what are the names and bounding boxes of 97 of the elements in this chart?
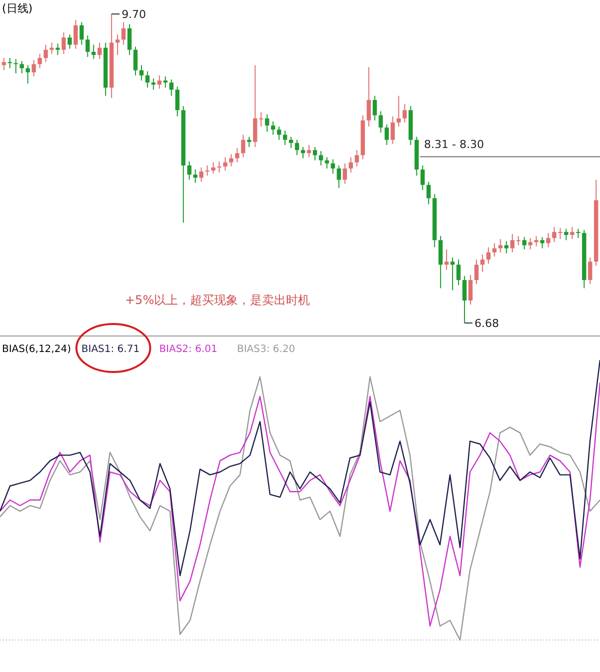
candlestick xyxy=(241,134,246,158)
candlestick xyxy=(199,166,204,182)
candlestick xyxy=(324,156,330,169)
candlestick xyxy=(175,86,180,117)
candlestick xyxy=(235,148,240,163)
candlestick xyxy=(163,76,168,88)
candlestick xyxy=(8,57,12,69)
candlestick xyxy=(247,136,252,148)
candlestick xyxy=(211,162,216,174)
annotation: +5%以上，超买现象，是卖出时机 xyxy=(125,293,310,307)
candlestick xyxy=(522,236,526,250)
candlestick xyxy=(276,126,282,140)
candlestick xyxy=(151,78,156,90)
candlestick xyxy=(133,46,138,76)
candlestick xyxy=(205,164,210,176)
candlestick xyxy=(456,259,461,286)
text: BIAS2: 6.01 xyxy=(159,344,218,355)
candlestick xyxy=(396,95,401,128)
candlestick xyxy=(588,257,592,285)
candlestick xyxy=(336,164,341,188)
candlestick xyxy=(534,236,538,247)
candlestick xyxy=(115,34,120,56)
candlestick xyxy=(270,120,276,136)
candlestick xyxy=(92,44,96,60)
candlestick xyxy=(68,34,72,50)
candlestick xyxy=(56,43,60,56)
candlestick xyxy=(62,32,66,54)
candlestick xyxy=(223,156,228,172)
candlestick xyxy=(570,226,574,240)
candlestick xyxy=(486,246,491,264)
candlestick xyxy=(306,144,312,158)
candlestick xyxy=(528,238,532,250)
candlestick xyxy=(420,164,425,190)
candlestick xyxy=(187,160,192,180)
candlestick xyxy=(480,254,485,272)
candlestick xyxy=(229,154,234,167)
candlestick xyxy=(564,228,568,241)
candlestick xyxy=(80,22,84,46)
candlestick xyxy=(498,238,502,253)
text: BIAS3: 6.20 xyxy=(237,344,296,355)
chart-title: (日线) xyxy=(2,2,33,15)
candlestick xyxy=(169,78,174,96)
legend-title: BIAS(6,12,24) xyxy=(2,344,72,355)
candlestick xyxy=(44,44,48,63)
candlestick xyxy=(265,114,270,132)
candlestick xyxy=(546,232,550,248)
candlestick xyxy=(402,104,407,123)
text: BIAS1: 6.71 xyxy=(81,344,140,355)
candlestick xyxy=(330,158,335,174)
candlestick xyxy=(217,160,222,174)
candlestick xyxy=(157,74,162,90)
annotation: 9.70 xyxy=(122,8,146,21)
candlestick xyxy=(145,70,150,88)
candlestick xyxy=(32,60,36,77)
candlestick xyxy=(474,259,479,285)
candlestick xyxy=(20,60,24,74)
candlestick xyxy=(462,275,467,324)
candlestick xyxy=(492,242,497,257)
candlestick xyxy=(127,24,132,56)
annotation: 6.68 xyxy=(474,317,500,330)
candlestick xyxy=(318,150,324,166)
candlestick xyxy=(366,66,371,128)
candlestick xyxy=(540,236,544,249)
candlestick xyxy=(516,236,520,246)
candlestick xyxy=(378,110,383,134)
candlestick xyxy=(504,240,508,254)
candlestick xyxy=(253,64,258,148)
candlestick xyxy=(193,169,198,184)
candlestick xyxy=(50,42,54,54)
candlestick xyxy=(139,64,144,82)
candlestick xyxy=(354,150,359,167)
candlestick xyxy=(86,34,90,58)
candlestick xyxy=(26,64,30,84)
candlestick xyxy=(294,139,300,156)
candlestick xyxy=(38,53,42,69)
band-label: 8.31 - 8.30 xyxy=(424,138,484,152)
candlestick xyxy=(300,146,306,159)
candlestick xyxy=(510,233,514,253)
candlestick xyxy=(259,112,264,128)
candlestick xyxy=(384,124,389,146)
candlestick xyxy=(390,116,395,144)
candlestick xyxy=(74,20,78,50)
candlestick xyxy=(14,58,18,74)
candlestick xyxy=(288,136,294,149)
candlestick xyxy=(450,257,455,291)
candlestick xyxy=(426,181,431,205)
candlestick xyxy=(282,130,288,146)
candlestick xyxy=(444,248,449,270)
candlestick xyxy=(342,162,347,184)
candlestick xyxy=(468,274,473,306)
candlestick xyxy=(98,42,102,60)
candlestick xyxy=(576,228,580,239)
candlestick xyxy=(312,146,318,161)
candlestick xyxy=(2,57,6,71)
candlestick xyxy=(372,95,377,121)
candlestick xyxy=(121,22,126,46)
candlestick xyxy=(348,156,353,174)
